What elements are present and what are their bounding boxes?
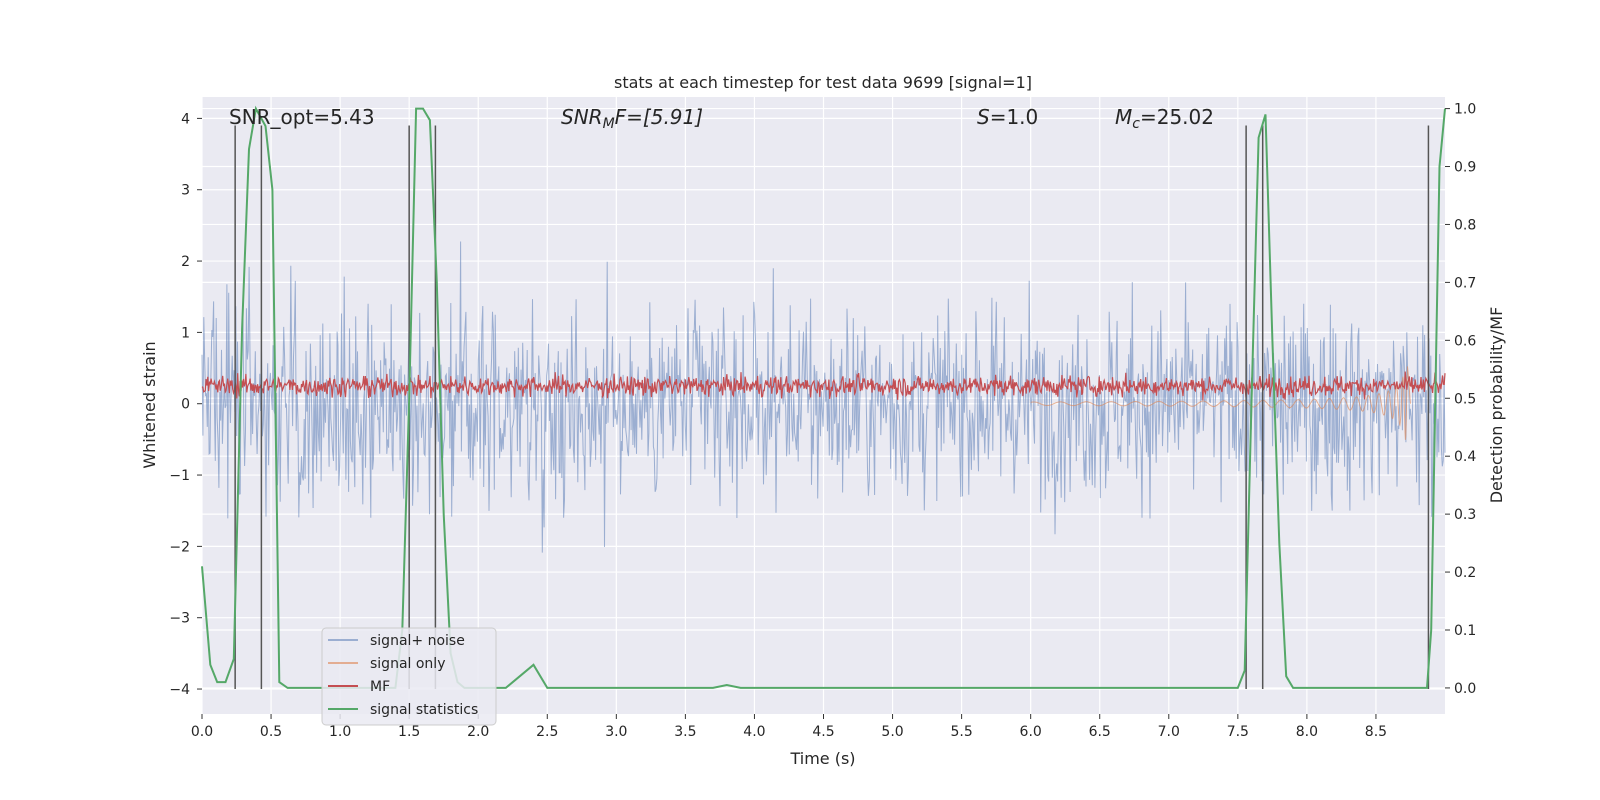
- y-tick-label-right: 0.7: [1454, 275, 1476, 291]
- y-tick-label-left: −3: [169, 611, 190, 627]
- x-tick-label: 3.0: [605, 724, 627, 740]
- x-tick-label: 4.0: [743, 724, 765, 740]
- legend-box: [321, 627, 497, 726]
- x-tick-label: 0.5: [260, 724, 282, 740]
- s-rest: =1.0: [990, 105, 1039, 129]
- y-axis-label-left: Whitened strain: [140, 341, 159, 468]
- mc-sub: c: [1132, 116, 1140, 132]
- x-tick-label: 1.0: [329, 724, 351, 740]
- y-tick-label-left: 2: [181, 254, 190, 270]
- y-tick-label-left: 0: [181, 397, 190, 413]
- snr-mf-sub: M: [603, 116, 615, 132]
- x-axis-label: Time (s): [789, 749, 855, 768]
- mc-rest: =25.02: [1140, 105, 1214, 129]
- x-tick-label: 2.0: [467, 724, 489, 740]
- x-tick-label: 1.5: [398, 724, 420, 740]
- snr-mf-rest: F=[5.91]: [615, 105, 703, 129]
- chart-title: stats at each timestep for test data 969…: [614, 73, 1032, 92]
- snr-mf-label: SNR: [561, 105, 603, 129]
- y-tick-label-right: 0.9: [1454, 160, 1476, 176]
- mc-label: M: [1115, 105, 1132, 129]
- signal-statistics-line: [201, 105, 1446, 689]
- x-tick-label: 2.5: [536, 724, 558, 740]
- y-tick-label-right: 0.3: [1454, 507, 1476, 523]
- series-signal-only: [1030, 366, 1411, 440]
- y-tick-label-left: 1: [181, 325, 190, 341]
- x-tick-label: 3.5: [674, 724, 696, 740]
- y-axis-label-right: Detection probability/MF: [1487, 307, 1506, 504]
- series-signal-statistics: [201, 105, 1446, 689]
- annotation-snr-mf: SNRMF=[5.91]: [561, 105, 703, 132]
- legend-label-signal-statistics: signal statistics: [370, 702, 478, 718]
- y-tick-label-right: 0.1: [1454, 623, 1476, 639]
- x-tick-label: 7.5: [1227, 724, 1249, 740]
- s-label: S: [977, 105, 990, 129]
- y-tick-label-right: 1.0: [1454, 102, 1476, 118]
- x-tick-label: 8.0: [1296, 724, 1318, 740]
- x-tick-label: 7.0: [1158, 724, 1180, 740]
- x-tick-label: 4.5: [812, 724, 834, 740]
- y-tick-label-right: 0.0: [1454, 681, 1476, 697]
- annotation-snr-opt: SNR_opt=5.43: [229, 105, 375, 129]
- legend-label-signal-only: signal only: [370, 656, 445, 672]
- annotation-s: S=1.0: [977, 105, 1038, 129]
- x-tick-label: 5.5: [950, 724, 972, 740]
- y-ticks-left: 4 3 2 1 0 −1 −2 −3 −4: [169, 111, 202, 698]
- x-ticks: 0.0 0.5 1.0 1.5 2.0 2.5 3.0 3.5 4.0 4.5 5.0 5.5 6.0 6…: [191, 714, 1387, 740]
- y-ticks-right: 1.0 0.9 0.8 0.7 0.6 0.5 0.4 0.3 0.2 0.1 0.0: [1445, 102, 1476, 697]
- y-tick-label-left: −2: [169, 539, 190, 555]
- x-tick-label: 6.5: [1089, 724, 1111, 740]
- y-tick-label-left: −4: [169, 682, 190, 698]
- y-tick-label-right: 0.8: [1454, 217, 1476, 233]
- y-tick-label-left: 3: [181, 183, 190, 199]
- x-tick-label: 0.0: [191, 724, 213, 740]
- y-tick-label-right: 0.5: [1454, 391, 1476, 407]
- x-tick-label: 6.0: [1020, 724, 1042, 740]
- signal-only-line: [1030, 366, 1411, 440]
- legend: signal+ noise signal only MF signal stat…: [321, 627, 497, 726]
- x-tick-label: 5.0: [881, 724, 903, 740]
- y-tick-label-left: 4: [181, 111, 190, 127]
- y-tick-label-right: 0.4: [1454, 449, 1476, 465]
- annotation-mc: Mc=25.02: [1115, 105, 1214, 132]
- legend-label-mf: MF: [370, 679, 390, 695]
- y-tick-label-left: −1: [169, 468, 190, 484]
- legend-label-signal-plus-noise: signal+ noise: [370, 633, 465, 649]
- y-tick-label-right: 0.6: [1454, 333, 1476, 349]
- y-tick-label-right: 0.2: [1454, 565, 1476, 581]
- x-tick-label: 8.5: [1365, 724, 1387, 740]
